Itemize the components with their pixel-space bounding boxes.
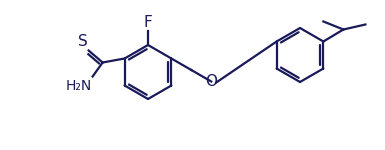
- Text: H₂N: H₂N: [65, 78, 92, 93]
- Text: F: F: [144, 15, 152, 30]
- Text: S: S: [78, 33, 88, 48]
- Text: O: O: [205, 74, 217, 89]
